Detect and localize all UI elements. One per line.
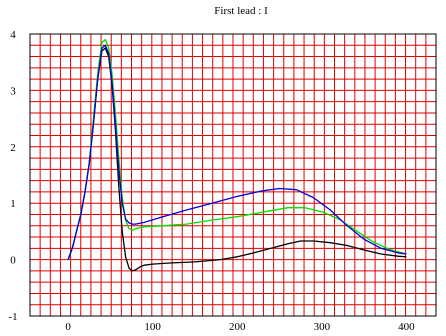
grid	[30, 34, 436, 316]
x-tick-label: 100	[144, 321, 161, 333]
plot-frame	[29, 33, 437, 317]
series-line-3	[67, 44, 407, 260]
y-tick-label: 4	[10, 29, 16, 41]
x-axis: 0 100 200 300 400	[65, 321, 415, 333]
y-tick-label: 1	[10, 198, 16, 210]
y-tick-label: 0	[10, 255, 16, 267]
series-group	[67, 38, 407, 272]
x-tick-label: 200	[229, 321, 246, 333]
y-tick-label: -1	[8, 311, 17, 323]
x-tick-label: 400	[398, 321, 415, 333]
y-axis: -1 0 1 2 3 4	[8, 29, 17, 323]
chart-title: First lead : I	[214, 5, 268, 17]
y-tick-label: 2	[10, 142, 16, 154]
x-tick-label: 0	[65, 321, 71, 333]
series-line-2	[67, 38, 407, 260]
y-tick-label: 3	[10, 85, 16, 97]
x-tick-label: 300	[314, 321, 331, 333]
